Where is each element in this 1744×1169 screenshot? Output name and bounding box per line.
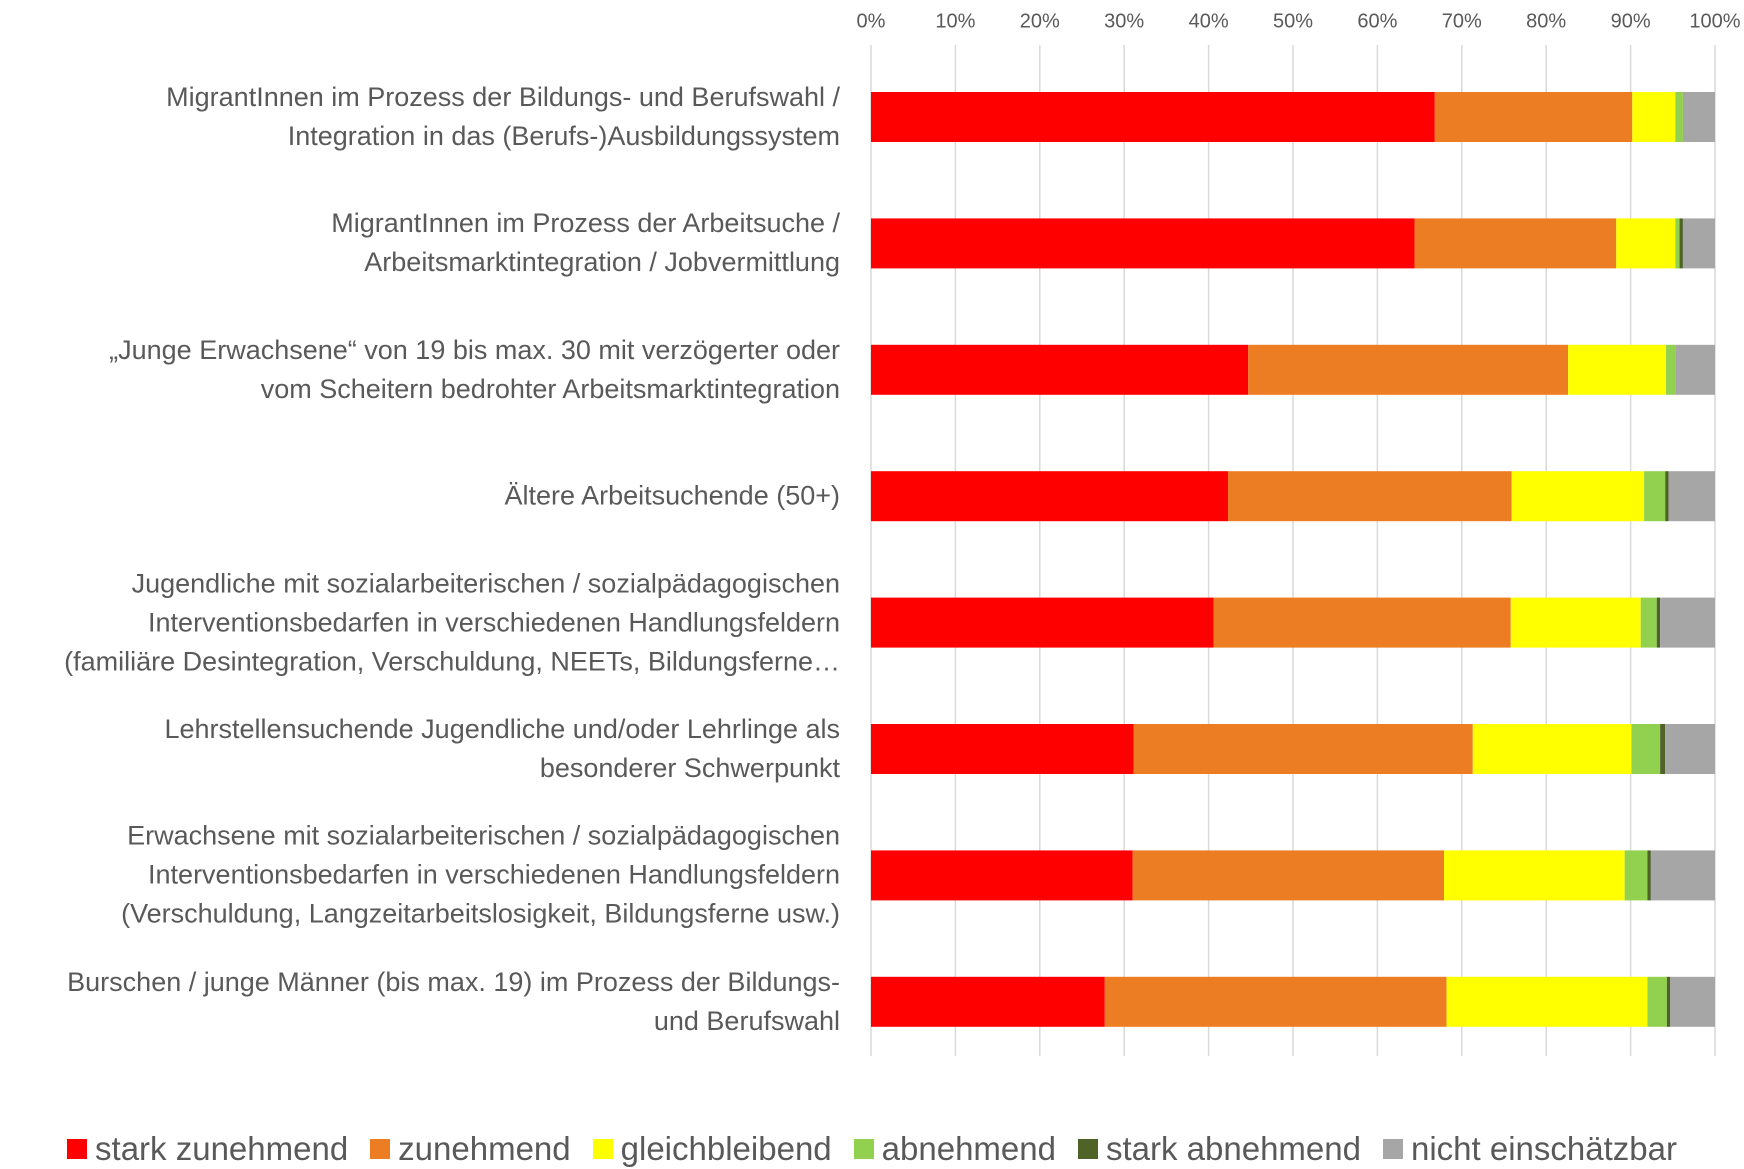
- bar-segment: [1104, 976, 1447, 1027]
- legend-swatch: [370, 1139, 391, 1159]
- bar-segment: [871, 218, 1415, 269]
- bar-segment: [1624, 850, 1648, 901]
- legend-item: nicht einschätzbar: [1382, 1130, 1677, 1168]
- bar-segment: [1414, 218, 1617, 269]
- legend-label: stark zunehmend: [95, 1130, 349, 1167]
- bar-segment: [1472, 724, 1632, 774]
- category-label: Lehrstellensuchende Jugendliche und/oder…: [164, 714, 841, 783]
- x-tick-label: 20%: [1020, 10, 1060, 32]
- bar-segment: [1647, 976, 1667, 1027]
- x-tick-label: 60%: [1357, 10, 1397, 32]
- bar-segment: [1675, 218, 1680, 269]
- bar-segment: [1568, 344, 1667, 395]
- bar-segment: [1666, 976, 1671, 1027]
- bar-segment: [1132, 850, 1445, 901]
- bar-segment: [1668, 471, 1715, 522]
- x-tick-label: 80%: [1526, 10, 1566, 32]
- category-label: Jugendliche mit sozialarbeiterischen / s…: [64, 568, 840, 677]
- legend-item: stark abnehmend: [1077, 1130, 1361, 1168]
- legend-item: gleichbleibend: [592, 1130, 832, 1168]
- x-tick-label: 50%: [1273, 10, 1313, 32]
- bar-segment: [1446, 976, 1648, 1027]
- legend-swatch: [67, 1139, 88, 1159]
- bar-segment: [871, 976, 1105, 1027]
- x-tick-label: 100%: [1689, 10, 1740, 32]
- bar-segment: [1631, 724, 1661, 774]
- bar-segment: [1632, 92, 1676, 142]
- legend-swatch: [1382, 1139, 1403, 1159]
- bar-segment: [1647, 850, 1651, 901]
- bar-segment: [1640, 597, 1657, 648]
- bar-segment: [1650, 850, 1715, 901]
- bar-segment: [1656, 597, 1661, 648]
- x-tick-label: 30%: [1104, 10, 1144, 32]
- bar-segment: [1670, 976, 1715, 1027]
- bar-segment: [1675, 92, 1683, 142]
- category-label: Ältere Arbeitsuchende (50+): [504, 480, 840, 511]
- bar-segment: [1434, 92, 1633, 142]
- legend-label: zunehmend: [398, 1130, 571, 1167]
- bar-segment: [1682, 218, 1715, 269]
- bar-segment: [1228, 471, 1512, 522]
- bar-segment: [871, 471, 1229, 522]
- x-tick-label: 90%: [1611, 10, 1651, 32]
- legend-label: gleichbleibend: [620, 1130, 832, 1167]
- legend-item: stark zunehmend: [67, 1130, 348, 1168]
- bar-segment: [871, 850, 1133, 901]
- bar-segment: [1444, 850, 1625, 901]
- bar-segment: [871, 344, 1249, 395]
- x-tick-label: 40%: [1189, 10, 1229, 32]
- bar-segment: [1682, 92, 1715, 142]
- legend-swatch: [592, 1139, 613, 1159]
- x-tick-label: 70%: [1442, 10, 1482, 32]
- bar-segment: [1679, 218, 1683, 269]
- legend-swatch: [853, 1139, 874, 1159]
- category-label: MigrantInnen im Prozess der Arbeitsuche …: [331, 208, 840, 278]
- category-label: MigrantInnen im Prozess der Bildungs- un…: [166, 82, 840, 151]
- bar-segment: [1510, 597, 1641, 648]
- legend-label: stark abnehmend: [1105, 1130, 1361, 1167]
- bar-segment: [871, 92, 1435, 142]
- category-label: Erwachsene mit sozialarbeiterischen / so…: [121, 820, 840, 929]
- x-tick-label: 10%: [935, 10, 975, 32]
- bar-segment: [1675, 344, 1715, 395]
- bar-segment: [1660, 724, 1666, 774]
- bar-segment: [1660, 597, 1715, 648]
- category-label: „Junge Erwachsene“ von 19 bis max. 30 mi…: [109, 334, 840, 404]
- bar-segment: [1213, 597, 1511, 648]
- legend: stark zunehmend zunehmend gleichbleibend ab…: [0, 1130, 1744, 1168]
- bar-segment: [1616, 218, 1676, 269]
- bar-segment: [871, 597, 1214, 648]
- legend-item: abnehmend: [853, 1130, 1056, 1168]
- legend-label: nicht einschätzbar: [1410, 1130, 1677, 1167]
- x-tick-label: 0%: [857, 10, 886, 32]
- category-label: Burschen / junge Männer (bis max. 19) im…: [67, 966, 840, 1036]
- bar-segment: [1665, 471, 1669, 522]
- bar-segment: [1133, 724, 1473, 774]
- bar-segment: [1248, 344, 1569, 395]
- bar-segment: [871, 724, 1134, 774]
- bar-segment: [1665, 724, 1715, 774]
- bar-segment: [1644, 471, 1666, 522]
- legend-swatch: [1077, 1139, 1098, 1159]
- legend-item: zunehmend: [370, 1130, 571, 1168]
- legend-label: abnehmend: [881, 1130, 1056, 1167]
- bar-segment: [1666, 344, 1676, 395]
- bar-segment: [1511, 471, 1645, 522]
